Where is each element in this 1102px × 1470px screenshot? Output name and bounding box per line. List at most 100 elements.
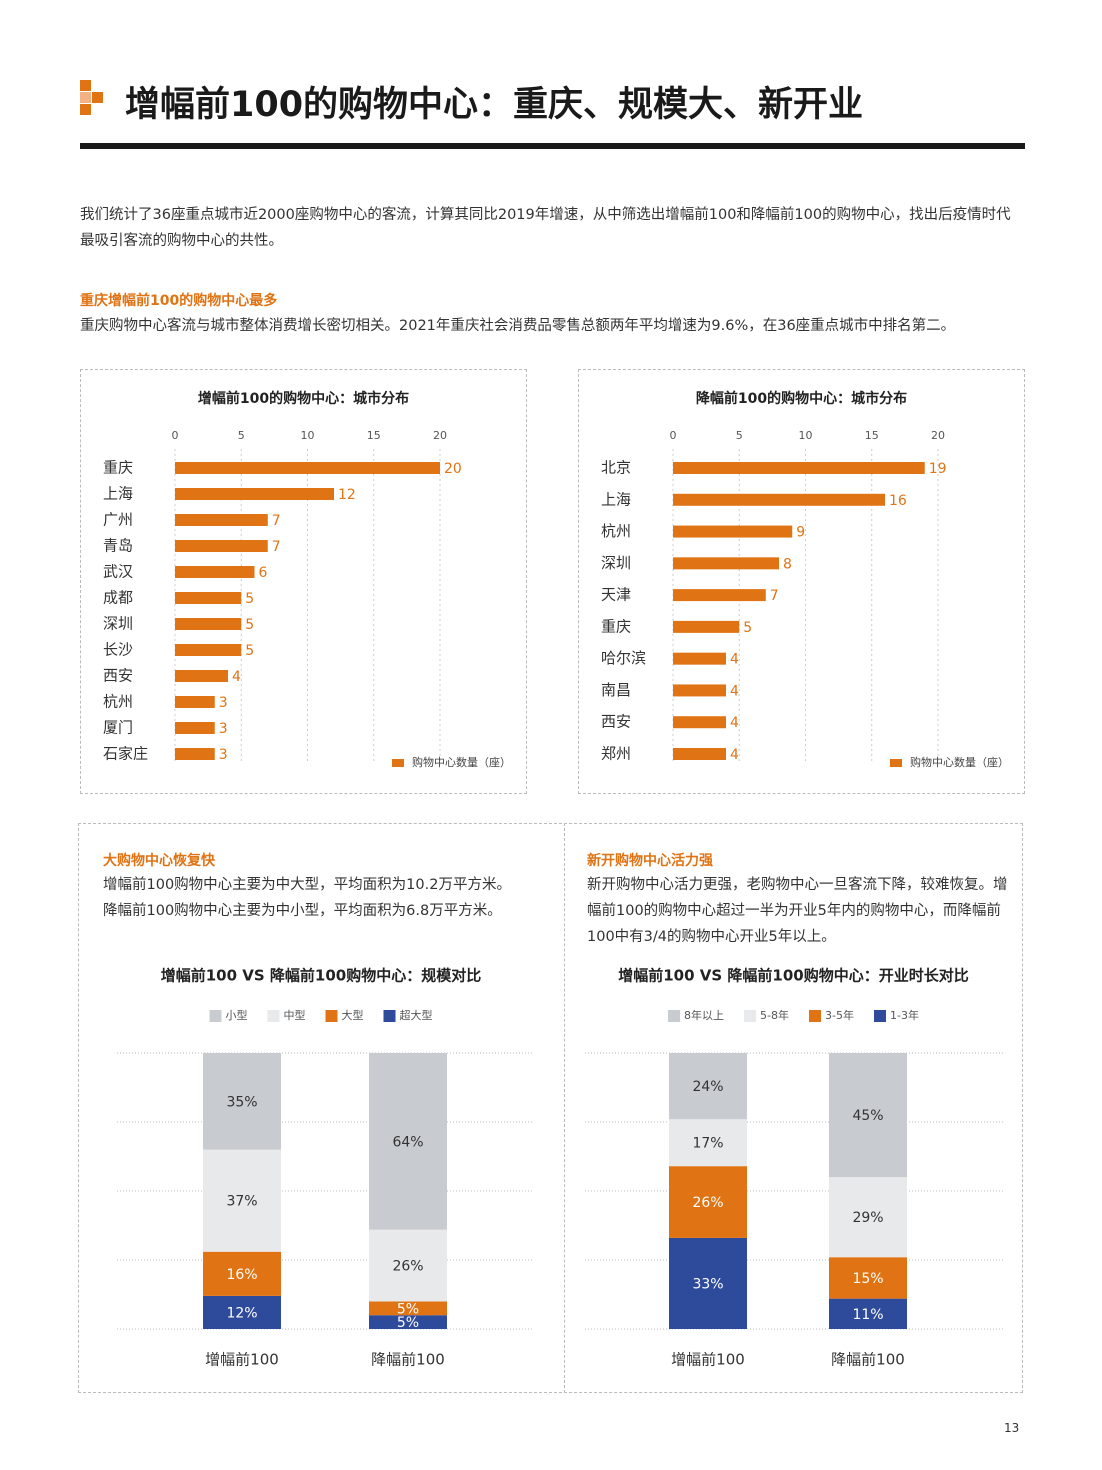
value-label: 19 bbox=[929, 461, 947, 477]
bar-segment bbox=[369, 1301, 447, 1316]
category-label: 长沙 bbox=[103, 641, 133, 659]
bar bbox=[673, 652, 726, 665]
chart-box bbox=[78, 823, 1023, 1393]
value-label: 12% bbox=[226, 1305, 257, 1321]
category-label: 杭州 bbox=[103, 693, 133, 711]
category-label: 西安 bbox=[103, 667, 133, 685]
category-label: 厦门 bbox=[103, 719, 133, 737]
value-label: 16 bbox=[889, 493, 907, 509]
bar bbox=[673, 589, 766, 602]
bar bbox=[175, 488, 334, 500]
value-label: 29% bbox=[852, 1210, 883, 1226]
bar-segment bbox=[669, 1237, 747, 1329]
bar bbox=[175, 670, 228, 682]
bar bbox=[673, 525, 793, 538]
legend-label: 小型 bbox=[226, 1008, 248, 1022]
chart: 增幅前100的购物中心：城市分布 0 5 10 15 20 重庆 20 上海 12 广州 7 青岛 7 武汉… bbox=[103, 390, 511, 769]
category-label: 降幅前100 bbox=[371, 1351, 445, 1369]
chart-box bbox=[80, 369, 527, 794]
value-label: 37% bbox=[226, 1194, 257, 1210]
category-label: 西安 bbox=[601, 713, 631, 731]
bar-segment bbox=[829, 1257, 907, 1299]
bar-segment bbox=[669, 1119, 747, 1167]
bar-segment bbox=[369, 1229, 447, 1302]
value-label: 8 bbox=[783, 556, 792, 572]
bar bbox=[673, 557, 779, 570]
chart-box bbox=[578, 369, 1025, 794]
value-label: 5% bbox=[397, 1301, 419, 1317]
chart-title: 降幅前100的购物中心：城市分布 bbox=[696, 390, 907, 407]
x-tick-label: 5 bbox=[736, 429, 743, 442]
value-label: 4 bbox=[730, 715, 739, 731]
chart: 增幅前100 VS 降幅前100购物中心：开业时长对比 8年以上 5-8年 3-5年 1… bbox=[585, 967, 1005, 1369]
bar bbox=[175, 540, 268, 552]
section-heading: 重庆增幅前100的购物中心最多 bbox=[80, 293, 278, 309]
value-label: 3 bbox=[219, 721, 228, 737]
chart-title: 增幅前100的购物中心：城市分布 bbox=[198, 390, 409, 407]
bar bbox=[175, 618, 242, 630]
legend-label: 3-5年 bbox=[825, 1008, 854, 1022]
x-tick-label: 20 bbox=[433, 429, 447, 442]
value-label: 26% bbox=[692, 1195, 723, 1211]
section-heading: 新开购物中心活力强 bbox=[587, 853, 713, 869]
legend-swatch bbox=[392, 759, 404, 767]
bar bbox=[673, 716, 726, 729]
bar bbox=[673, 620, 740, 633]
bar bbox=[673, 748, 726, 760]
value-label: 24% bbox=[692, 1079, 723, 1095]
legend-label: 超大型 bbox=[400, 1008, 433, 1022]
category-label: 天津 bbox=[601, 586, 631, 604]
category-label: 上海 bbox=[601, 490, 631, 508]
category-label: 武汉 bbox=[103, 563, 133, 581]
chart-title: 增幅前100 VS 降幅前100购物中心：开业时长对比 bbox=[618, 967, 968, 985]
legend-label: 1-3年 bbox=[890, 1008, 919, 1022]
category-label: 杭州 bbox=[601, 522, 631, 540]
value-label: 20 bbox=[444, 461, 462, 477]
bar-segment bbox=[669, 1053, 747, 1120]
value-label: 16% bbox=[226, 1267, 257, 1283]
value-label: 4 bbox=[730, 683, 739, 699]
bar-segment bbox=[829, 1053, 907, 1178]
page-number: 13 bbox=[1004, 1421, 1020, 1435]
category-label: 深圳 bbox=[601, 554, 631, 572]
legend-swatch bbox=[325, 1010, 338, 1022]
section-text: 新开购物中心活力更强，老购物中心一旦客流下降，较难恢复。增幅前100的购物中心超… bbox=[587, 877, 1008, 945]
bar bbox=[175, 462, 440, 474]
x-tick-label: 15 bbox=[865, 429, 879, 442]
divider bbox=[564, 823, 565, 1393]
category-label: 石家庄 bbox=[103, 745, 148, 763]
bar bbox=[673, 493, 885, 506]
value-label: 5% bbox=[397, 1315, 419, 1331]
value-label: 33% bbox=[692, 1276, 723, 1292]
value-label: 7 bbox=[272, 539, 281, 555]
category-label: 南昌 bbox=[601, 681, 631, 699]
bar bbox=[673, 684, 726, 697]
category-label: 北京 bbox=[601, 459, 631, 477]
legend-label: 购物中心数量（座） bbox=[910, 755, 1009, 769]
legend-label: 大型 bbox=[342, 1008, 364, 1022]
value-label: 3 bbox=[219, 747, 228, 763]
value-label: 7 bbox=[770, 588, 779, 604]
legend-label: 5-8年 bbox=[760, 1008, 789, 1022]
value-label: 26% bbox=[392, 1259, 423, 1275]
value-label: 45% bbox=[852, 1108, 883, 1124]
category-label: 成都 bbox=[103, 589, 133, 607]
value-label: 4 bbox=[730, 652, 739, 668]
value-label: 7 bbox=[272, 513, 281, 529]
legend-swatch bbox=[209, 1010, 222, 1022]
header-icon bbox=[80, 80, 103, 115]
value-label: 35% bbox=[226, 1094, 257, 1110]
section-text: 重庆购物中心客流与城市整体消费增长密切相关。2021年重庆社会消费品零售总额两年… bbox=[80, 318, 956, 334]
value-label: 9 bbox=[796, 525, 805, 541]
x-tick-label: 10 bbox=[301, 429, 315, 442]
legend-label: 中型 bbox=[284, 1008, 306, 1022]
x-tick-label: 5 bbox=[238, 429, 245, 442]
legend-swatch bbox=[873, 1010, 886, 1022]
category-label: 重庆 bbox=[601, 617, 631, 635]
bar bbox=[175, 696, 215, 708]
category-label: 哈尔滨 bbox=[601, 649, 646, 667]
bar bbox=[175, 748, 215, 760]
category-label: 增幅前100 bbox=[671, 1351, 745, 1369]
